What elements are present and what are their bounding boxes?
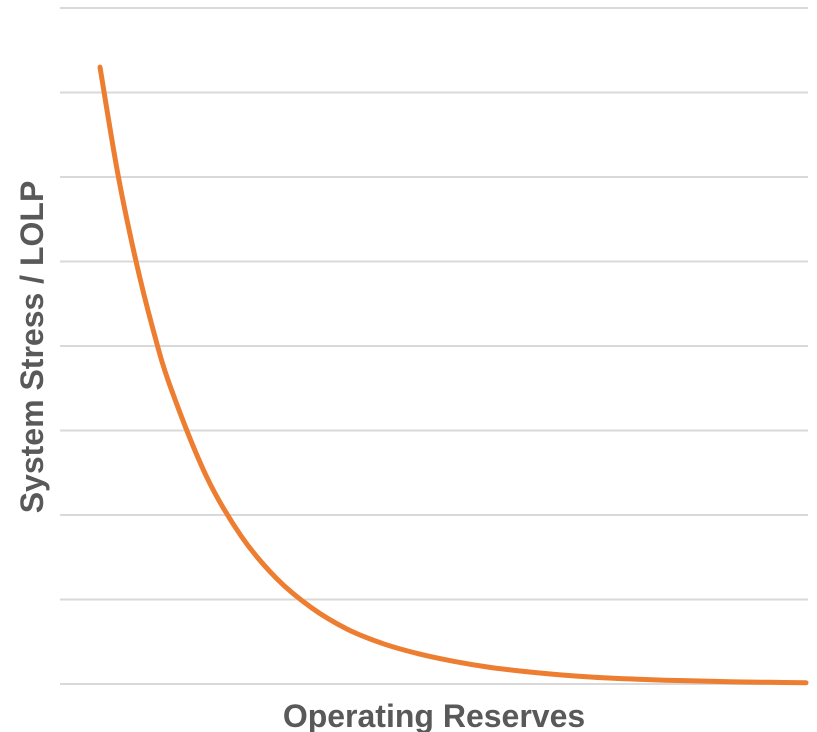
gridlines (60, 7, 808, 685)
series-line (97, 64, 809, 686)
y-axis-title: System Stress / LOLP (14, 181, 50, 514)
x-axis-title: Operating Reserves (283, 698, 585, 732)
plot-area (97, 64, 809, 686)
